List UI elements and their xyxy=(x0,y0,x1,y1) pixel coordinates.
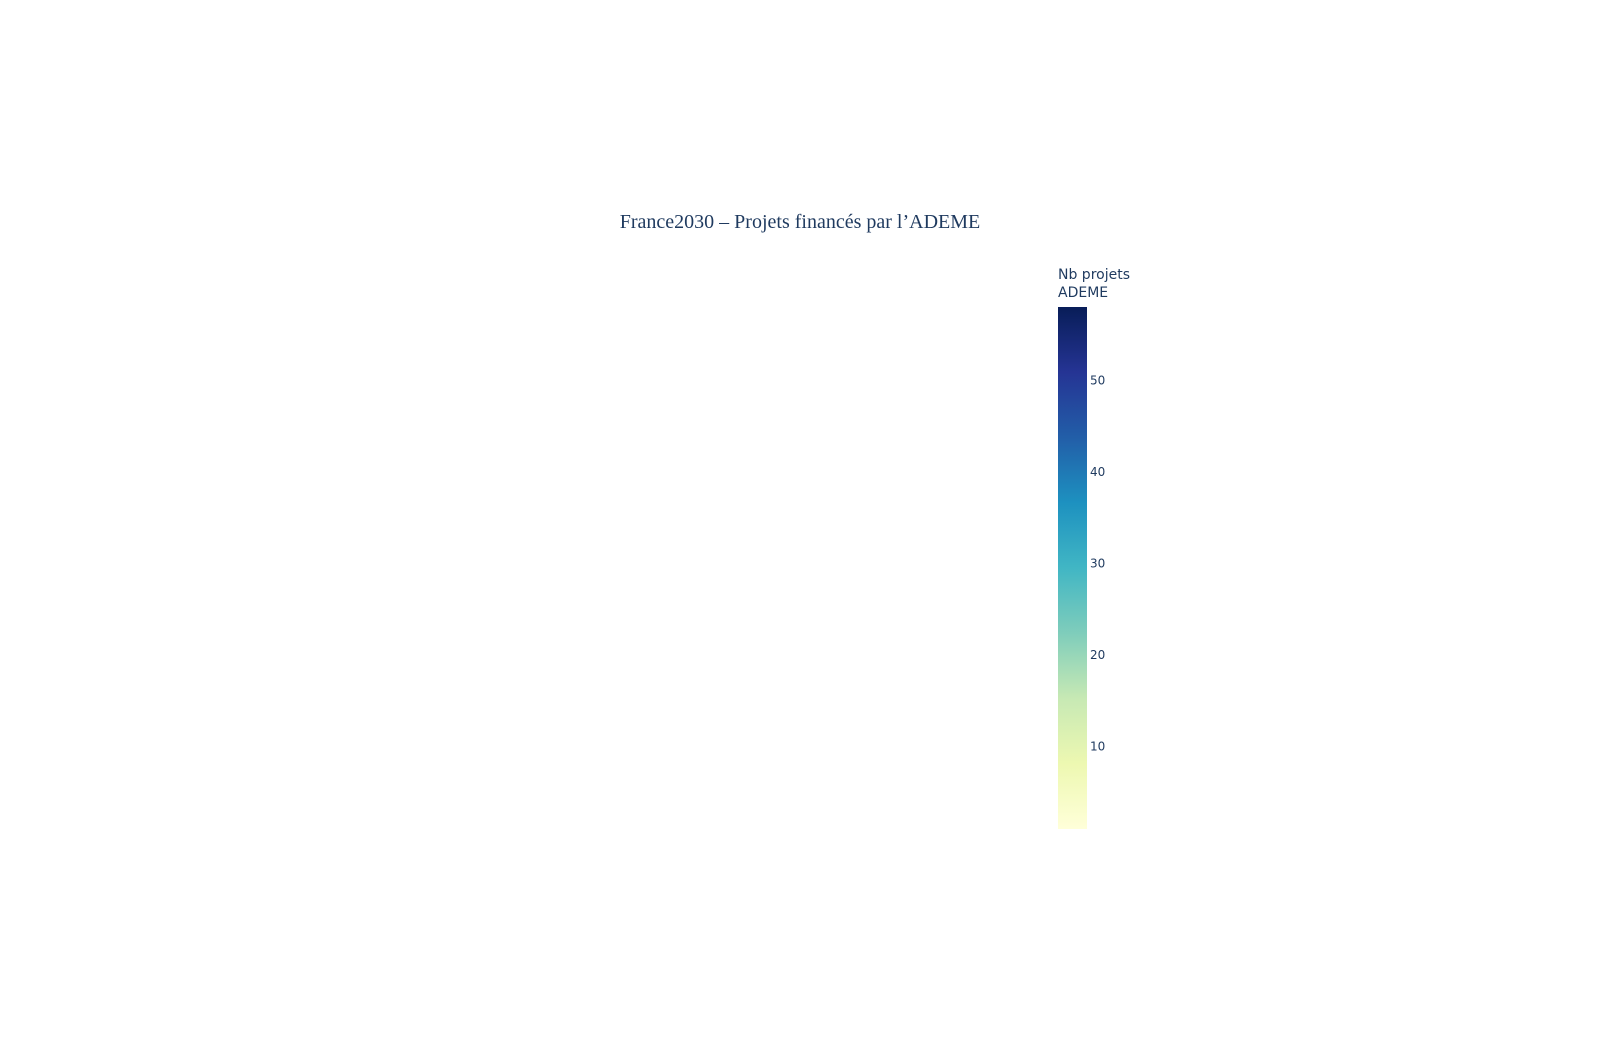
colorbar-tick-label: 30 xyxy=(1090,556,1105,570)
colorbar-ticks: 10 20 30 40 50 xyxy=(1090,373,1105,753)
colorbar-tick-label: 20 xyxy=(1090,648,1105,662)
colorbar-title-line-2: ADEME xyxy=(1058,285,1109,301)
colorbar-title: Nb projets ADEME xyxy=(1058,266,1130,302)
colorbar-tick-label: 50 xyxy=(1090,373,1105,387)
chart-title: France2030 – Projets financés par l’ADEM… xyxy=(619,211,981,233)
colorbar-gradient xyxy=(1058,307,1087,829)
colorbar-tick-label: 40 xyxy=(1090,465,1105,479)
colorbar-title-line-1: Nb projets xyxy=(1058,267,1130,283)
colorbar-tick-label: 10 xyxy=(1090,740,1105,754)
map-plot-area[interactable] xyxy=(250,262,1030,832)
